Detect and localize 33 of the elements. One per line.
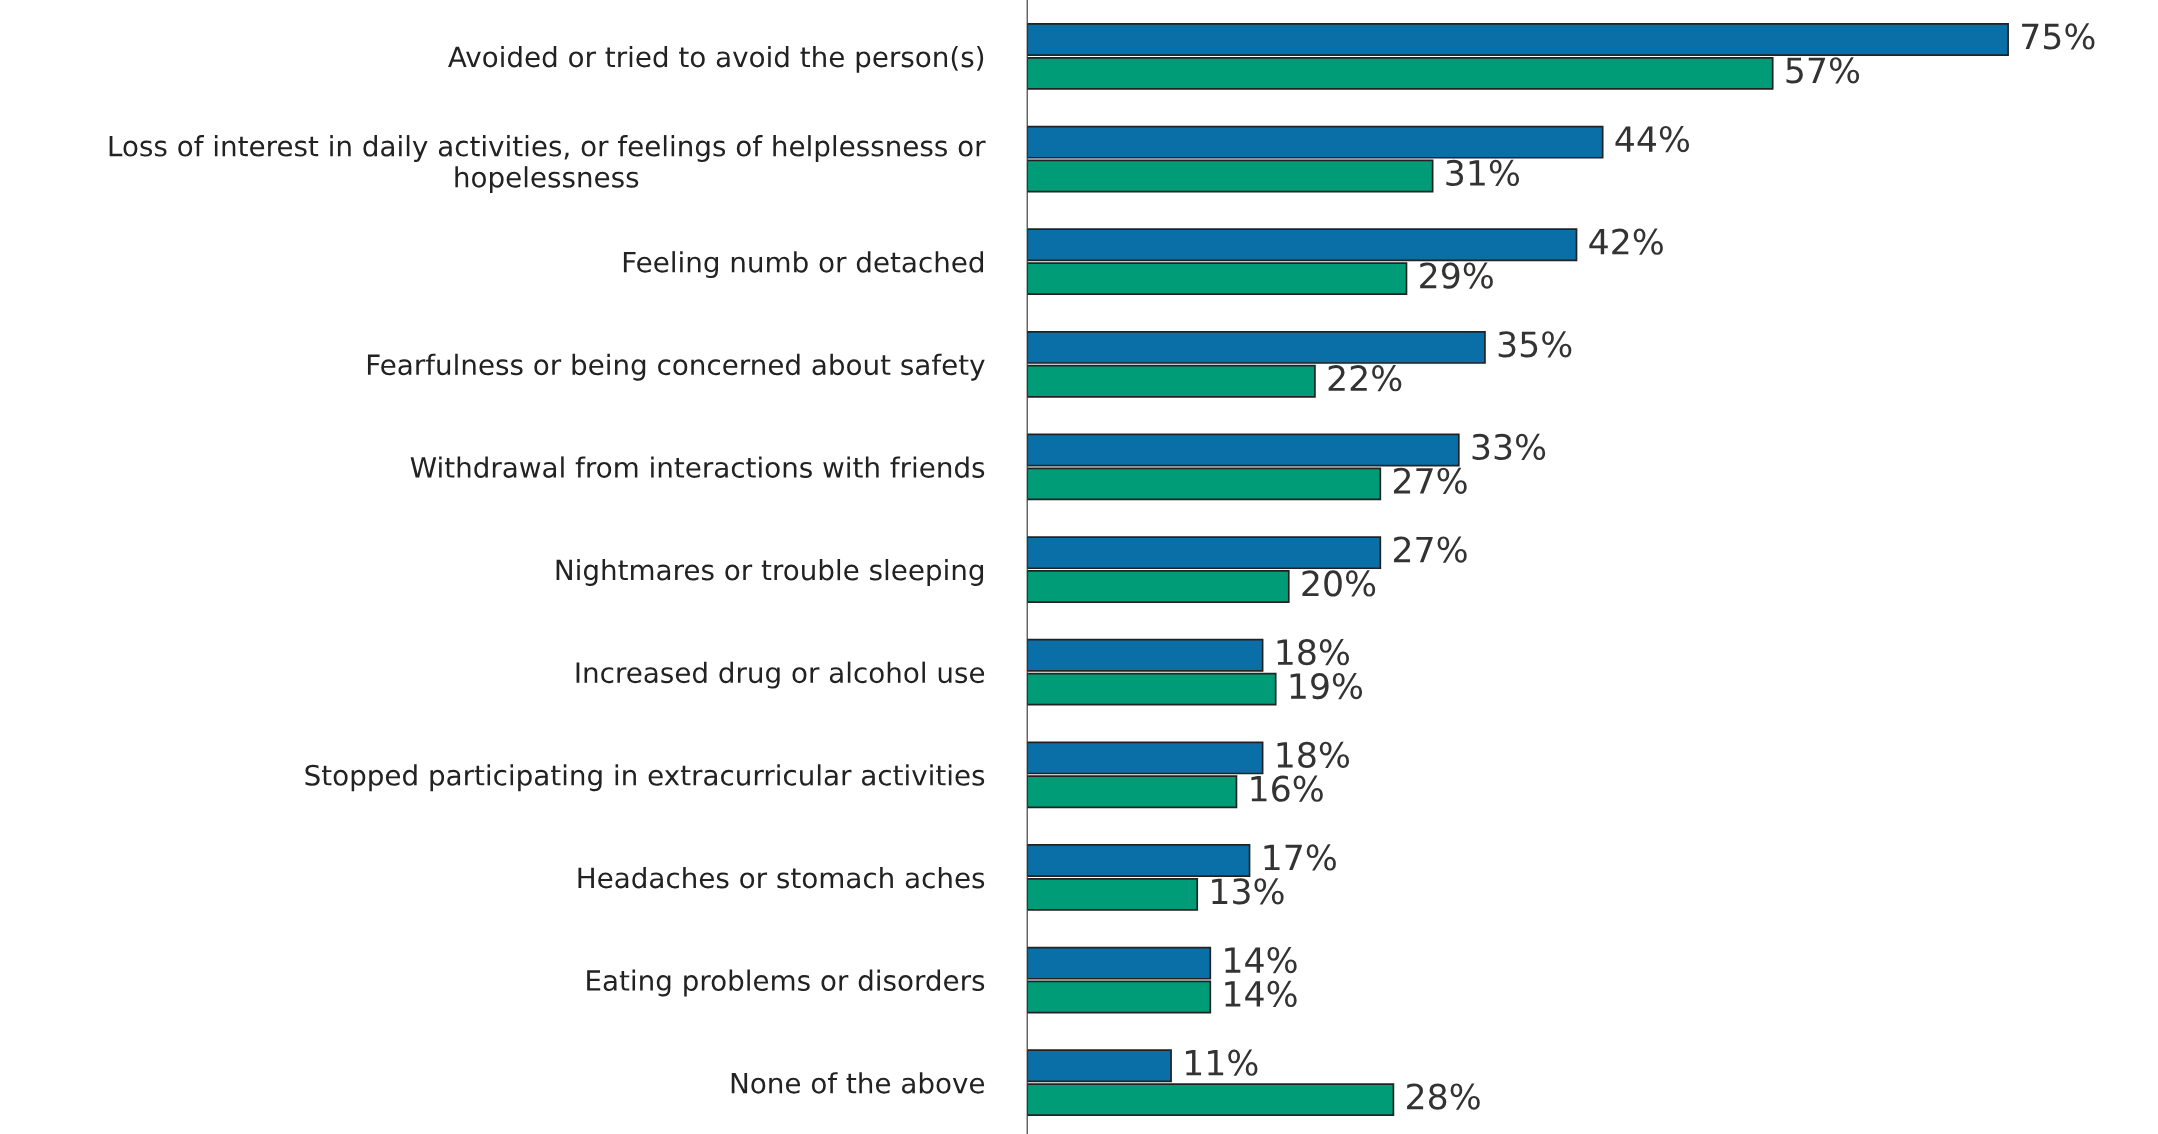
- data-label: 44%: [1615, 125, 1690, 153]
- data-label: 19%: [1290, 672, 1363, 700]
- data-label: 14%: [1225, 980, 1297, 1008]
- data-label: 42%: [1589, 228, 1663, 255]
- y-tick-label: Nightmares or trouble sleeping: [556, 559, 984, 586]
- data-label: 14%: [1225, 946, 1297, 974]
- data-label: 27%: [1393, 467, 1467, 494]
- data-label: 35%: [1498, 331, 1572, 358]
- data-label: 29%: [1420, 262, 1493, 289]
- y-tick-label: Loss of interest in daily activities, or feelings of helplessness or hopelessness: [109, 135, 986, 194]
- data-label: 75%: [2022, 23, 2095, 50]
- y-tick-label: Headaches or stomach aches: [578, 866, 985, 889]
- data-label: 11%: [1186, 1049, 1258, 1076]
- data-label: 17%: [1264, 844, 1336, 871]
- y-tick-label: Stopped participating in extracurricular activities: [305, 764, 985, 792]
- y-tick-label: Increased drug or alcohol use: [576, 661, 985, 689]
- data-label: 33%: [1472, 433, 1546, 461]
- y-tick-label: None of the above: [731, 1072, 985, 1094]
- y-tick-label: Eating problems or disorders: [587, 969, 985, 997]
- y-tick-label: Withdrawal from interactions with friends: [410, 456, 985, 478]
- data-label: 27%: [1393, 536, 1467, 563]
- data-label: 31%: [1446, 159, 1520, 187]
- data-label: 18%: [1277, 741, 1349, 768]
- y-tick-label: Avoided or tried to avoid the person(s): [448, 45, 984, 73]
- data-label: 20%: [1302, 570, 1376, 597]
- data-label: 18%: [1277, 639, 1349, 666]
- y-tick-label: Fearfulness or being concerned about safety: [367, 353, 985, 381]
- data-label: 13%: [1212, 878, 1284, 905]
- y-tick-label: Feeling numb or detached: [623, 251, 984, 279]
- data-label: 57%: [1786, 57, 1860, 84]
- data-label: 28%: [1407, 1083, 1480, 1110]
- data-label: 16%: [1251, 775, 1323, 802]
- data-label: 22%: [1328, 365, 1402, 392]
